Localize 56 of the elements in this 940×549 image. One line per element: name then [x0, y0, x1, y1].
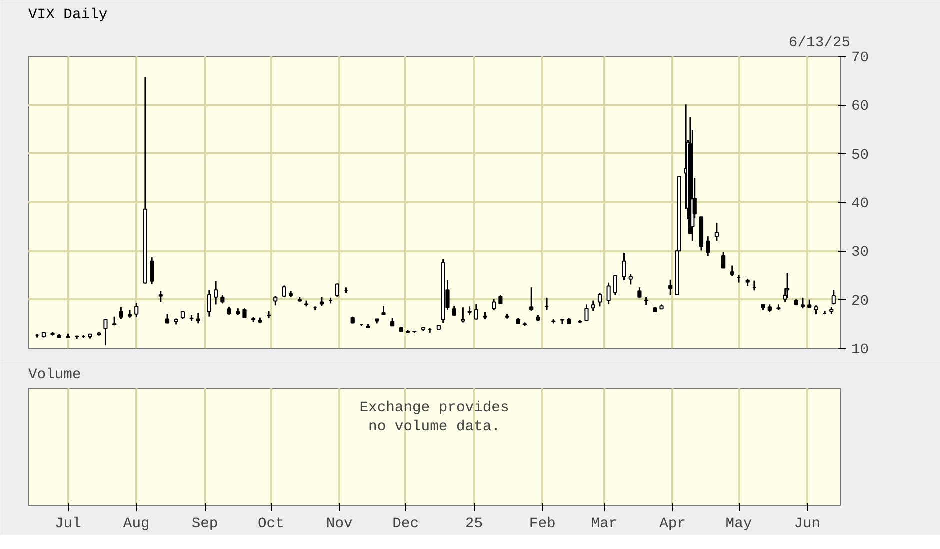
candlestick	[274, 296, 278, 306]
y-tick-label: 70	[852, 50, 870, 66]
candlestick	[474, 303, 478, 321]
candlestick	[382, 305, 386, 316]
text: Dec	[392, 516, 420, 532]
candlestick	[786, 272, 790, 300]
chart-title: VIX Daily	[28, 8, 108, 24]
candlestick	[591, 300, 596, 312]
candlestick	[730, 265, 734, 277]
text: Oct	[258, 516, 284, 532]
candlestick	[598, 292, 602, 308]
candlestick	[530, 286, 534, 312]
text: Nov	[326, 516, 353, 532]
candlestick	[706, 236, 710, 257]
candlestick	[119, 306, 124, 320]
candlestick	[207, 289, 212, 318]
text: May	[726, 516, 752, 532]
candlestick	[714, 222, 719, 242]
text: Mar	[591, 516, 618, 532]
candlestick	[158, 290, 163, 304]
candlestick	[452, 305, 456, 317]
candlestick	[584, 304, 589, 322]
candlestick	[196, 312, 200, 324]
y-tick-label: 50	[852, 148, 870, 164]
candlestick	[832, 289, 836, 306]
candlestick	[104, 318, 108, 346]
candlestick	[722, 251, 726, 269]
text: Exchange provides no volume data.	[360, 400, 510, 436]
text: Feb	[529, 516, 556, 532]
chart-subtitle: 6/13/25	[788, 36, 851, 52]
text: Apr	[660, 516, 686, 532]
candlestick	[800, 297, 806, 310]
y-tick-label: 10	[852, 342, 870, 358]
candlestick	[622, 252, 626, 282]
candlestick	[606, 282, 611, 305]
candlestick	[214, 280, 218, 306]
candlestick	[242, 308, 247, 319]
text: Volume	[28, 368, 82, 384]
candlestick	[282, 284, 286, 298]
candlestick	[613, 274, 618, 296]
candlestick	[668, 279, 673, 296]
candlestick	[628, 273, 633, 286]
candlestick	[134, 302, 139, 318]
y-tick-label: 30	[852, 245, 870, 262]
candlestick	[492, 298, 496, 312]
y-tick-label: 40	[852, 196, 870, 212]
text: Aug	[123, 516, 150, 532]
candlestick	[335, 283, 340, 298]
text: 25	[465, 516, 484, 532]
text: Sep	[192, 516, 218, 532]
y-tick-label: 60	[852, 99, 870, 116]
text: Jun	[794, 516, 821, 532]
candlestick	[638, 286, 642, 298]
candlestick	[150, 256, 154, 286]
text: Jul	[55, 516, 82, 532]
y-tick-label: 20	[852, 294, 870, 310]
